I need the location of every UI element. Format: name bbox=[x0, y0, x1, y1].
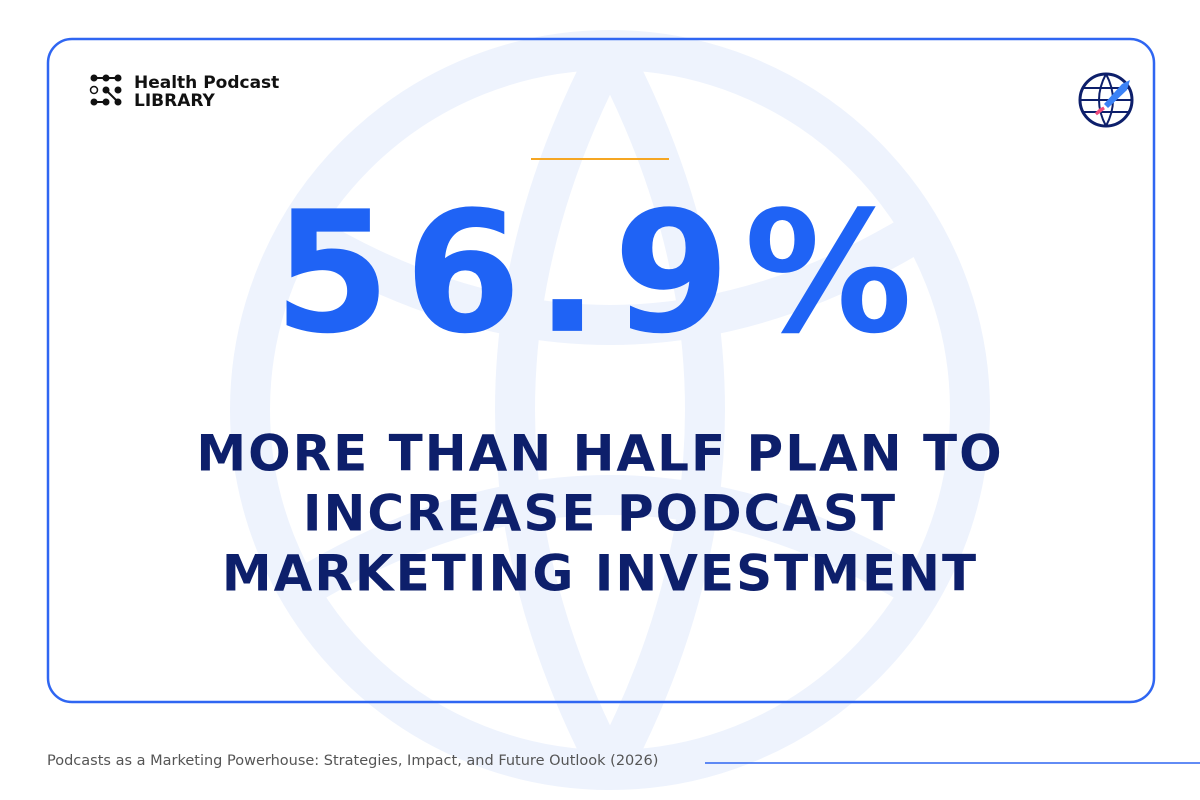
stat-value: 56.9% bbox=[274, 175, 927, 371]
card-border bbox=[46, 37, 1156, 704]
headline-line: MORE THAN HALF PLAN TO bbox=[196, 425, 1003, 483]
brand-logo-icon bbox=[89, 74, 122, 106]
watermark bbox=[230, 30, 990, 790]
globe-icon bbox=[1078, 72, 1134, 128]
brand-line1: Health Podcast bbox=[134, 73, 279, 93]
brand-line2: LIBRARY bbox=[134, 91, 216, 111]
headline-line: MARKETING INVESTMENT bbox=[222, 545, 978, 603]
headline-line: INCREASE PODCAST bbox=[303, 485, 897, 543]
footer-source: Podcasts as a Marketing Powerhouse: Stra… bbox=[47, 753, 658, 769]
